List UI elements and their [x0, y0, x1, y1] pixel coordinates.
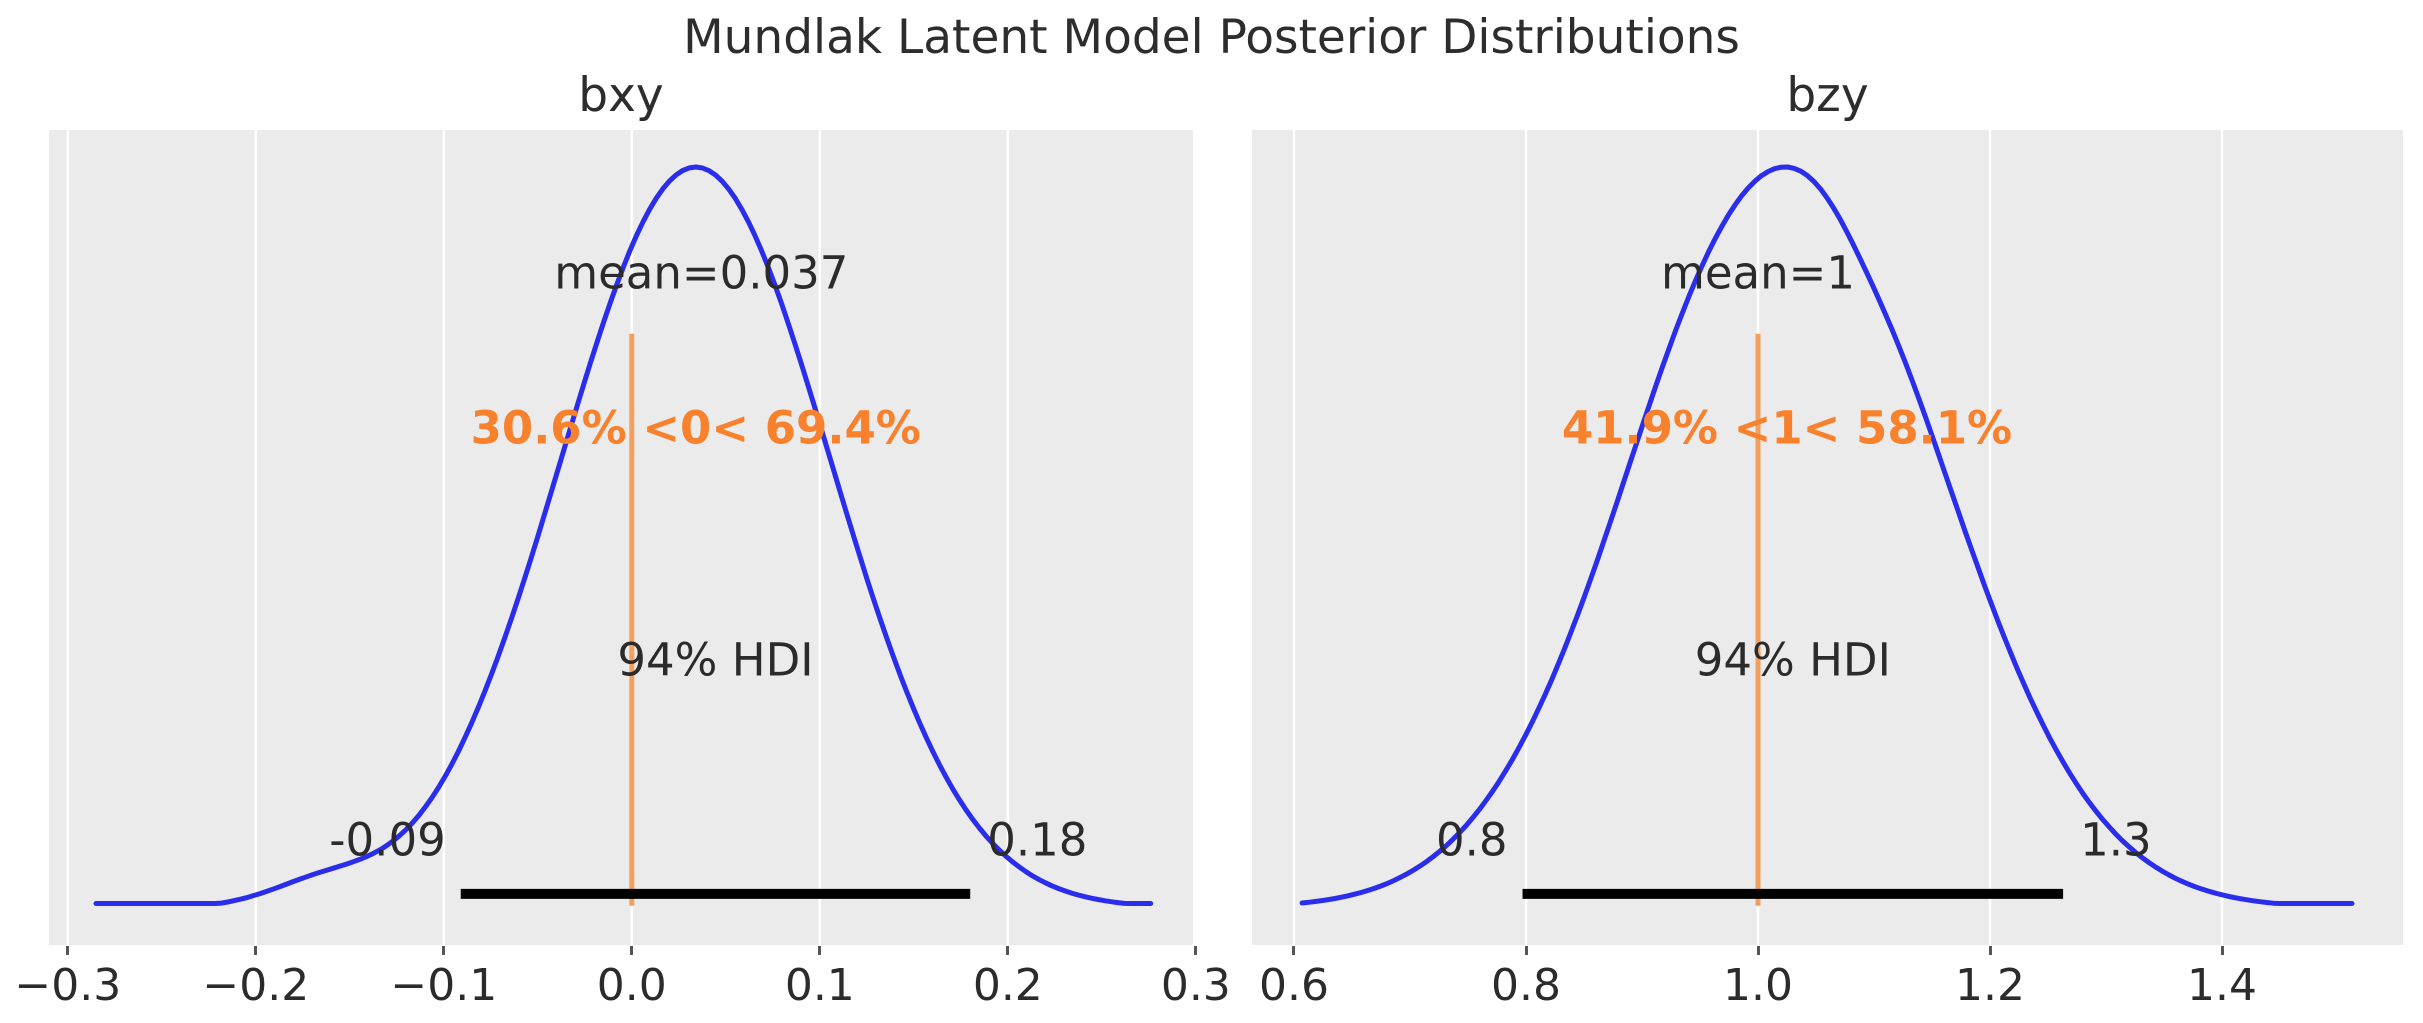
- figure-title: Mundlak Latent Model Posterior Distribut…: [683, 10, 1740, 65]
- x-tick-label: 1.4: [2187, 960, 2258, 1011]
- plot-area: mean=0.037 30.6% <0< 69.4% 94% HDI -0.09…: [49, 130, 1193, 945]
- x-tick-mark: [254, 946, 258, 955]
- x-tick-label: −0.2: [202, 960, 310, 1011]
- x-tick-mark: [1988, 946, 1992, 955]
- x-tick-mark: [1006, 946, 1010, 955]
- x-tick-mark: [818, 946, 822, 955]
- x-tick-mark: [1524, 946, 1528, 955]
- subplot-title: bxy: [578, 68, 664, 123]
- ref-value-annotation: 30.6% <0< 69.4%: [470, 401, 921, 455]
- subplot-bxy: bxy mean=0.037 30.6% <0< 69.4% 94% HDI -…: [14, 70, 1230, 1010]
- x-tick-mark: [442, 946, 446, 955]
- x-tick-mark: [1194, 946, 1198, 955]
- x-tick-mark: [630, 946, 634, 955]
- x-tick-label: 0.0: [596, 960, 667, 1011]
- x-tick-mark: [1756, 946, 1760, 955]
- x-tick-mark: [66, 946, 70, 955]
- mean-annotation: mean=1: [1661, 246, 1855, 300]
- x-tick-label: 0.3: [1160, 960, 1231, 1011]
- x-tick-label: 1.2: [1955, 960, 2026, 1011]
- hdi-text: 94% HDI: [1694, 633, 1891, 687]
- subplot-title: bzy: [1786, 68, 1869, 123]
- x-tick-label: −0.1: [390, 960, 498, 1011]
- x-tick-label: −0.3: [14, 960, 122, 1011]
- mean-annotation: mean=0.037: [554, 246, 849, 300]
- x-tick-label: 0.2: [972, 960, 1043, 1011]
- plot-area: mean=1 41.9% <1< 58.1% 94% HDI 0.8 1.3: [1252, 130, 2403, 945]
- hdi-upper-label: 0.18: [987, 813, 1088, 867]
- x-tick-mark: [2220, 946, 2224, 955]
- x-tick-label: 0.6: [1258, 960, 1329, 1011]
- kde-plot-canvas: [1292, 130, 2355, 945]
- hdi-lower-label: 0.8: [1435, 813, 1508, 867]
- hdi-upper-label: 1.3: [2080, 813, 2152, 867]
- x-tick-label: 0.8: [1491, 960, 1561, 1011]
- kde-curve: [1299, 164, 2355, 906]
- x-tick-label: 0.1: [784, 960, 855, 1011]
- hdi-text: 94% HDI: [617, 633, 814, 687]
- kde-plot-canvas: [66, 130, 1154, 945]
- ref-value-annotation: 41.9% <1< 58.1%: [1561, 401, 2013, 455]
- x-tick-mark: [1292, 946, 1296, 955]
- subplot-bzy: bzy mean=1 41.9% <1< 58.1% 94% HDI 0.8 1…: [1252, 70, 2403, 1010]
- hdi-lower-label: -0.09: [329, 813, 446, 867]
- x-tick-label: 1.0: [1723, 960, 1793, 1011]
- kde-curve: [93, 164, 1154, 906]
